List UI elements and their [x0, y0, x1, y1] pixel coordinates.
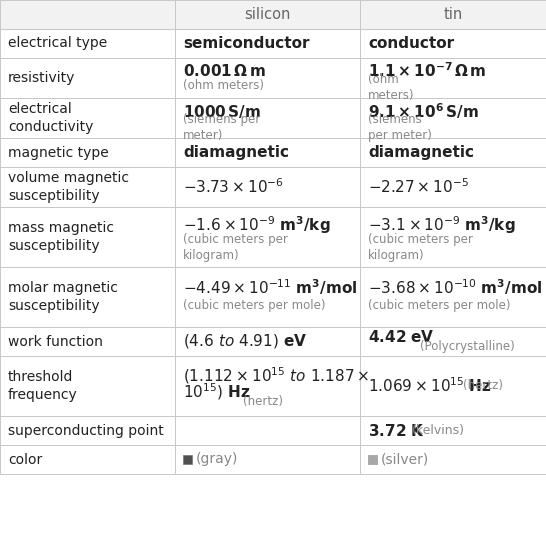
Text: (cubic meters per
kilogram): (cubic meters per kilogram)	[183, 233, 288, 262]
Text: work function: work function	[8, 334, 103, 348]
Text: $(1.112 \times 10^{15}\ to\ 1.187\times$: $(1.112 \times 10^{15}\ to\ 1.187\times$	[183, 366, 370, 386]
Bar	[175, 207, 360, 267]
Text: diamagnetic: diamagnetic	[368, 145, 474, 160]
Bar	[360, 98, 546, 138]
Text: (Polycrystalline): (Polycrystalline)	[420, 340, 515, 353]
Text: magnetic type: magnetic type	[8, 145, 109, 160]
Text: electrical
conductivity: electrical conductivity	[8, 102, 93, 133]
Bar	[175, 356, 360, 416]
Text: mass magnetic
susceptibility: mass magnetic susceptibility	[8, 221, 114, 252]
Bar	[360, 416, 546, 445]
Bar	[175, 0, 360, 29]
Bar	[175, 327, 360, 356]
Bar	[0, 356, 175, 416]
Bar	[360, 207, 546, 267]
Bar	[360, 356, 546, 416]
Text: $-3.68 \times 10^{-10}\ \mathbf{m^3/mol}$: $-3.68 \times 10^{-10}\ \mathbf{m^3/mol}…	[368, 277, 543, 297]
Bar	[175, 267, 360, 327]
Bar	[0, 267, 175, 327]
Bar	[175, 167, 360, 207]
Text: (cubic meters per mole): (cubic meters per mole)	[183, 300, 325, 312]
Text: $1.069 \times 10^{15}\ \mathbf{Hz}$: $1.069 \times 10^{15}\ \mathbf{Hz}$	[368, 377, 492, 396]
Text: (hertz): (hertz)	[243, 396, 283, 408]
Text: (siemens per
meter): (siemens per meter)	[183, 113, 260, 142]
Text: $10^{15})\ \mathbf{Hz}$: $10^{15})\ \mathbf{Hz}$	[183, 382, 251, 403]
Text: threshold
frequency: threshold frequency	[8, 370, 78, 401]
Bar	[0, 138, 175, 167]
Text: $-3.73 \times 10^{-6}$: $-3.73 \times 10^{-6}$	[183, 177, 284, 196]
Text: molar magnetic
susceptibility: molar magnetic susceptibility	[8, 281, 118, 312]
Bar	[183, 455, 192, 464]
Bar	[0, 207, 175, 267]
Text: (siemens
per meter): (siemens per meter)	[368, 113, 432, 142]
Bar	[0, 58, 175, 98]
Text: $-3.1 \times 10^{-9}\ \mathbf{m^3/kg}$: $-3.1 \times 10^{-9}\ \mathbf{m^3/kg}$	[368, 214, 515, 236]
Text: (ohm meters): (ohm meters)	[183, 79, 264, 93]
Bar	[175, 58, 360, 98]
Text: (ohm
meters): (ohm meters)	[368, 72, 414, 101]
Bar	[360, 0, 546, 29]
Text: $\mathbf{9.1 \times 10^{6}\, S/m}$: $\mathbf{9.1 \times 10^{6}\, S/m}$	[368, 101, 479, 121]
Text: resistivity: resistivity	[8, 71, 75, 85]
Text: $-1.6 \times 10^{-9}\ \mathbf{m^3/kg}$: $-1.6 \times 10^{-9}\ \mathbf{m^3/kg}$	[183, 214, 330, 236]
Text: $\mathbf{3.72\ K}$: $\mathbf{3.72\ K}$	[368, 422, 425, 438]
Text: superconducting point: superconducting point	[8, 423, 164, 437]
Bar	[175, 138, 360, 167]
Bar	[360, 58, 546, 98]
Text: semiconductor: semiconductor	[183, 36, 310, 51]
Bar	[0, 327, 175, 356]
Text: volume magnetic
susceptibility: volume magnetic susceptibility	[8, 172, 129, 203]
Bar	[0, 0, 175, 29]
Bar	[175, 98, 360, 138]
Text: $(4.6\ \mathit{to}\ 4.91)\ \mathbf{eV}$: $(4.6\ \mathit{to}\ 4.91)\ \mathbf{eV}$	[183, 332, 307, 351]
Bar	[0, 416, 175, 445]
Text: conductor: conductor	[368, 36, 454, 51]
Bar	[0, 29, 175, 58]
Text: (gray): (gray)	[196, 452, 239, 466]
Text: silicon: silicon	[244, 7, 290, 22]
Bar	[360, 267, 546, 327]
Bar	[360, 29, 546, 58]
Text: $\mathbf{4.42\ eV}$: $\mathbf{4.42\ eV}$	[368, 329, 435, 345]
Text: (kelvins): (kelvins)	[412, 424, 465, 437]
Text: (silver): (silver)	[381, 452, 429, 466]
Bar	[360, 138, 546, 167]
Bar	[0, 167, 175, 207]
Bar	[175, 445, 360, 474]
Text: $\mathbf{1.1 \times 10^{-7}\,\Omega\, m}$: $\mathbf{1.1 \times 10^{-7}\,\Omega\, m}…	[368, 62, 486, 80]
Bar	[0, 445, 175, 474]
Text: (cubic meters per
kilogram): (cubic meters per kilogram)	[368, 233, 473, 262]
Bar	[368, 455, 377, 464]
Bar	[360, 167, 546, 207]
Text: (cubic meters per mole): (cubic meters per mole)	[368, 300, 511, 312]
Text: $-4.49 \times 10^{-11}\ \mathbf{m^3/mol}$: $-4.49 \times 10^{-11}\ \mathbf{m^3/mol}…	[183, 277, 358, 297]
Bar	[0, 98, 175, 138]
Text: $\mathbf{1000\, S/m}$: $\mathbf{1000\, S/m}$	[183, 102, 261, 120]
Bar	[360, 445, 546, 474]
Text: tin: tin	[443, 7, 462, 22]
Text: diamagnetic: diamagnetic	[183, 145, 289, 160]
Text: $\mathbf{0.001\,\Omega\, m}$: $\mathbf{0.001\,\Omega\, m}$	[183, 63, 266, 79]
Text: electrical type: electrical type	[8, 36, 107, 50]
Text: color: color	[8, 452, 42, 466]
Text: (hertz): (hertz)	[463, 379, 503, 392]
Bar	[175, 416, 360, 445]
Bar	[175, 29, 360, 58]
Text: $-2.27 \times 10^{-5}$: $-2.27 \times 10^{-5}$	[368, 177, 469, 196]
Bar	[360, 327, 546, 356]
